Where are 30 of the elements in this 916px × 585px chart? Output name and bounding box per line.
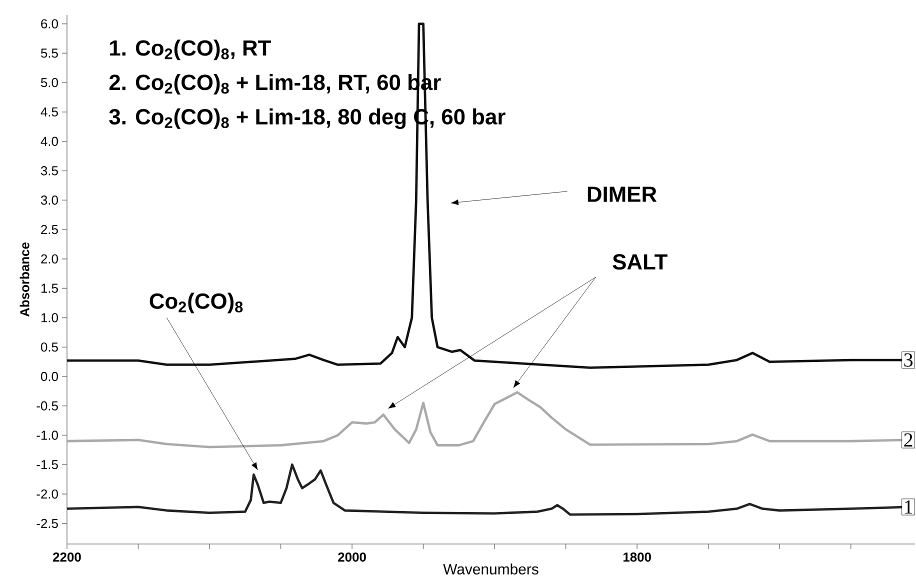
annotation: 1. Co$_{2}$(CO)$_{8}$, RT (110, 40, 271, 60)
y-tick-label: 0.0 (40, 372, 58, 382)
y-tick-label: -1.0 (36, 430, 58, 440)
y-tick-label: 0.5 (40, 342, 58, 352)
y-tick-label: 4.0 (40, 136, 58, 146)
y-tick-label: 6.0 (41, 19, 58, 28)
y-tick-label: -2.5 (36, 518, 58, 528)
annotation: Co$_{2}$(CO)$_{8}$ (150, 292, 243, 314)
series-label: 2 (904, 433, 912, 447)
x-tick-label: 2200 (53, 552, 81, 562)
x-tick-label: 1800 (623, 552, 651, 562)
y-tick-label: 3.5 (40, 166, 58, 176)
y-tick-label: 5.0 (40, 78, 58, 88)
series-label: 1 (905, 500, 912, 514)
y-tick-label: 4.5 (40, 107, 58, 116)
y-tick-label: 5.5 (40, 48, 58, 58)
y-tick-label: 2.0 (41, 254, 58, 264)
x-tick-label: 2000 (338, 552, 366, 562)
y-tick-label: -2.0 (36, 489, 58, 499)
y-tick-label: 1.5 (41, 284, 58, 293)
x-axis-title: Wavenumbers (443, 564, 538, 574)
annotation: SALT (612, 254, 668, 270)
series-label: 3 (904, 353, 913, 367)
y-tick-label: 1.0 (41, 313, 58, 322)
y-tick-label: 2.5 (41, 224, 58, 234)
y-tick-label: 3.0 (40, 196, 58, 205)
y-tick-label: -0.5 (36, 401, 58, 410)
y-axis-title: Absorbance (20, 242, 30, 317)
annotation: DIMER (588, 186, 657, 202)
y-tick-label: -1.5 (36, 460, 58, 470)
